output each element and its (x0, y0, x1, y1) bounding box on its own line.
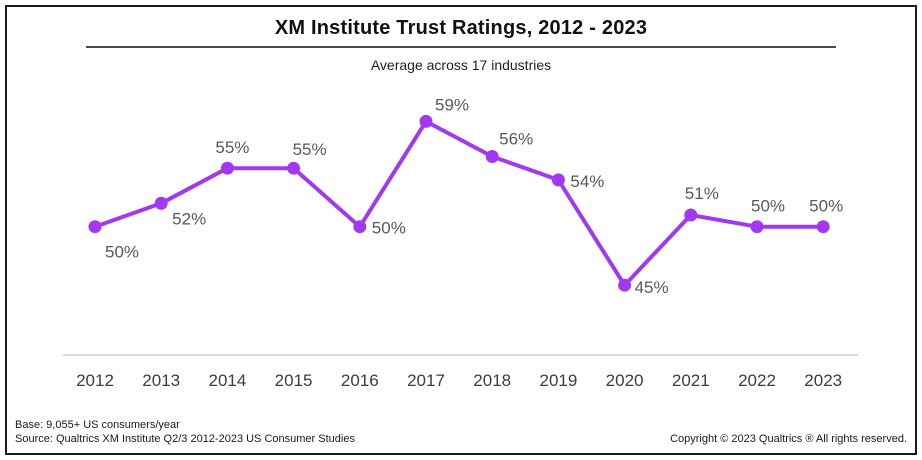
trust-line (93, 119, 826, 288)
title-divider (86, 46, 836, 48)
data-point-label: 59% (435, 95, 469, 114)
x-tick-label: 2016 (341, 371, 379, 390)
data-point-marker (88, 220, 102, 234)
data-point-label: 50% (809, 197, 843, 216)
x-tick-label: 2017 (407, 371, 445, 390)
data-point-marker (419, 114, 433, 128)
chart-title: XM Institute Trust Ratings, 2012 - 2023 (274, 17, 648, 39)
data-point-marker (154, 196, 168, 210)
data-point-label: 51% (685, 184, 719, 203)
x-tick-label: 2023 (804, 371, 842, 390)
base-note: Base: 9,055+ US consumers/year (15, 418, 180, 431)
x-tick-label: 2012 (76, 371, 114, 390)
data-point-marker (353, 220, 367, 234)
data-point-marker (551, 173, 565, 187)
data-point-label: 52% (172, 209, 206, 228)
x-tick-label: 2020 (606, 371, 644, 390)
trust-ratings-line-chart: 50% 2012 52% 2013 55% 2014 55% 2015 50% 2016 59% 20… (63, 95, 858, 390)
data-point-label: 50% (105, 243, 139, 262)
data-point-label: 50% (372, 219, 406, 238)
data-point-label: 45% (635, 278, 669, 297)
chart-frame: XM Institute Trust Ratings, 2012 - 2023 … (5, 5, 917, 455)
data-point-label: 56% (499, 130, 533, 149)
x-tick-label: 2018 (473, 371, 511, 390)
data-point-marker (750, 220, 764, 234)
data-point-label: 50% (751, 197, 785, 216)
data-point-marker (485, 150, 499, 163)
x-tick-label: 2014 (208, 371, 246, 390)
x-tick-label: 2019 (539, 371, 577, 390)
chart-footer: Base: 9,055+ US consumers/year Source: Q… (7, 418, 915, 453)
source-note: Source: Qualtrics XM Institute Q2/3 2012… (15, 433, 355, 446)
data-point-label: 55% (293, 140, 327, 159)
data-point-marker (684, 208, 698, 222)
x-tick-label: 2015 (275, 371, 313, 390)
x-tick-label: 2013 (142, 371, 180, 390)
footer-notes: Base: 9,055+ US consumers/year Source: Q… (15, 418, 355, 447)
data-point-label: 55% (215, 138, 249, 157)
x-tick-label: 2021 (672, 371, 710, 390)
data-point-marker (287, 161, 301, 175)
data-point-marker (220, 161, 234, 175)
data-point-marker (618, 278, 632, 292)
x-tick-label: 2022 (738, 371, 776, 390)
data-point-marker (816, 220, 830, 234)
chart-subtitle: Average across 17 industries (370, 57, 552, 73)
data-point-label: 54% (570, 172, 604, 191)
copyright-note: Copyright © 2023 Qualtrics ® All rights … (670, 433, 907, 446)
